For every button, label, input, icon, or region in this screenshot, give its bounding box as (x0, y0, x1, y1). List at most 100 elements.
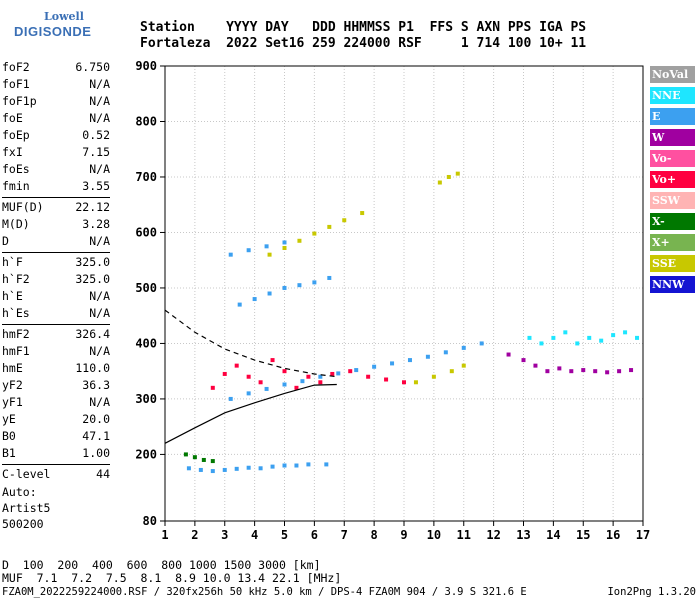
x-tick-label: 7 (341, 528, 348, 542)
param-value: N/A (89, 234, 110, 248)
data-point (479, 341, 484, 346)
param-value: N/A (89, 344, 110, 358)
y-tick-label: 800 (135, 114, 157, 128)
data-point (527, 335, 532, 340)
param-row: foEp 0.52 (2, 128, 110, 145)
data-point (342, 218, 347, 223)
footer-version: Ion2Png 1.3.20 (607, 586, 696, 598)
param-row: foE N/A (2, 111, 110, 128)
data-point (312, 231, 317, 236)
data-point (270, 464, 275, 469)
param-label: h`F2 (2, 272, 30, 286)
data-point (210, 459, 215, 464)
data-point (282, 369, 287, 374)
d-label: D (2, 558, 9, 572)
data-point (407, 358, 412, 363)
legend-item-sse: SSE (650, 255, 695, 272)
param-row: D N/A (2, 234, 110, 251)
legend-item-x-: X+ (650, 234, 695, 251)
x-tick-label: 10 (427, 528, 441, 542)
data-point (599, 338, 604, 343)
data-point (246, 248, 251, 253)
legend-item-x-: X- (650, 213, 695, 230)
y-tick-label: 300 (135, 392, 157, 406)
data-point (282, 463, 287, 468)
data-point (455, 171, 460, 176)
param-label: h`F (2, 255, 23, 269)
legend-item-w: W (650, 129, 695, 146)
y-tick-label: 600 (135, 225, 157, 239)
param-value: 3.55 (82, 179, 110, 193)
data-point (366, 374, 371, 379)
param-row: MUF(D) 22.12 (2, 200, 110, 217)
param-row: yF2 36.3 (2, 378, 110, 395)
plot-frame (164, 65, 644, 522)
data-point (327, 275, 332, 280)
param-label: M(D) (2, 217, 30, 231)
data-point (318, 374, 323, 379)
y-tick-label: 900 (135, 59, 157, 73)
data-point (623, 330, 628, 335)
data-point (446, 174, 451, 179)
param-value: 0.52 (82, 128, 110, 142)
x-tick-label: 13 (516, 528, 530, 542)
legend-item-ssw: SSW (650, 192, 695, 209)
data-point (258, 466, 263, 471)
data-point (222, 467, 227, 472)
x-tick-label: 16 (606, 528, 620, 542)
param-label: hmF2 (2, 327, 30, 341)
param-value: 1.00 (82, 446, 110, 460)
header-line-1: Station YYYY DAY DDD HHMMSS P1 FFS S AXN… (140, 20, 587, 35)
param-value: 6.750 (75, 60, 110, 74)
d-values: 100 200 400 600 800 1000 1500 3000 [km] (8, 558, 321, 572)
data-point (539, 341, 544, 346)
param-label: foEs (2, 162, 30, 176)
x-tick-label: 17 (636, 528, 650, 542)
data-point (294, 385, 299, 390)
data-point (192, 455, 197, 460)
param-value: 325.0 (75, 255, 110, 269)
data-point (312, 280, 317, 285)
data-point (605, 370, 610, 375)
data-point (327, 224, 332, 229)
param-value: 44 (96, 467, 110, 481)
param-label: h`Es (2, 306, 30, 320)
param-row: h`F 325.0 (2, 255, 110, 272)
data-point (267, 252, 272, 257)
data-point (413, 380, 418, 385)
param-row: h`Es N/A (2, 306, 110, 323)
data-point (336, 371, 341, 376)
data-point (264, 244, 269, 249)
param-row: hmF1 N/A (2, 344, 110, 361)
data-point (324, 462, 329, 467)
data-point (234, 363, 239, 368)
data-point (183, 452, 188, 457)
param-label: foE (2, 111, 23, 125)
digisonde-logo: Lowell DIGISONDE (4, 8, 91, 42)
data-point (252, 297, 257, 302)
param-row: h`E N/A (2, 289, 110, 306)
data-point (437, 180, 442, 185)
param-label: h`E (2, 289, 23, 303)
x-tick-label: 2 (191, 528, 198, 542)
param-label: foF1p (2, 94, 37, 108)
logo-top-text: Lowell (44, 10, 84, 23)
header-line-2: Fortaleza 2022 Set16 259 224000 RSF 1 71… (140, 36, 587, 51)
param-label: fxI (2, 145, 23, 159)
x-tick-label: 5 (281, 528, 288, 542)
param-row: foF1p N/A (2, 94, 110, 111)
data-point (246, 391, 251, 396)
param-value: N/A (89, 77, 110, 91)
data-point (557, 366, 562, 371)
x-tick-label: 6 (311, 528, 318, 542)
param-row: hmF2 326.4 (2, 327, 110, 344)
legend-item-vo-: Vo+ (650, 171, 695, 188)
param-row: foEs N/A (2, 162, 110, 179)
param-label: foEp (2, 128, 30, 142)
auto-info: Auto: Artist5 500200 (2, 484, 50, 532)
distance-muf-table: D 100 200 400 600 800 1000 1500 3000 [km… (2, 559, 341, 585)
x-tick-label: 3 (221, 528, 228, 542)
footer-info: FZA0M_2022259224000.RSF / 320fx256h 50 k… (2, 586, 527, 598)
data-point (258, 380, 263, 385)
